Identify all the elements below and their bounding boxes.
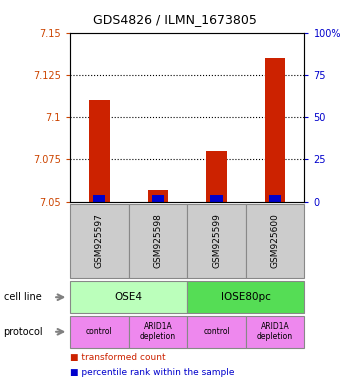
Text: ■ transformed count: ■ transformed count (70, 353, 166, 362)
Text: GSM925600: GSM925600 (271, 214, 280, 268)
Bar (269, 195, 281, 202)
Text: GSM925597: GSM925597 (95, 214, 104, 268)
Text: control: control (203, 327, 230, 336)
Text: OSE4: OSE4 (115, 292, 143, 302)
Bar (152, 195, 164, 202)
Text: cell line: cell line (4, 292, 41, 302)
Bar (148, 190, 168, 202)
Text: ■ percentile rank within the sample: ■ percentile rank within the sample (70, 368, 234, 377)
Text: protocol: protocol (4, 327, 43, 337)
Text: IOSE80pc: IOSE80pc (221, 292, 271, 302)
Bar (265, 58, 286, 202)
Text: GDS4826 / ILMN_1673805: GDS4826 / ILMN_1673805 (93, 13, 257, 26)
Text: control: control (86, 327, 113, 336)
Text: ARID1A
depletion: ARID1A depletion (140, 322, 176, 341)
Text: GSM925599: GSM925599 (212, 214, 221, 268)
Text: GSM925598: GSM925598 (153, 214, 162, 268)
Bar (93, 195, 105, 202)
Bar (206, 151, 227, 202)
Text: ARID1A
depletion: ARID1A depletion (257, 322, 293, 341)
Bar (210, 195, 223, 202)
Bar (89, 100, 110, 202)
